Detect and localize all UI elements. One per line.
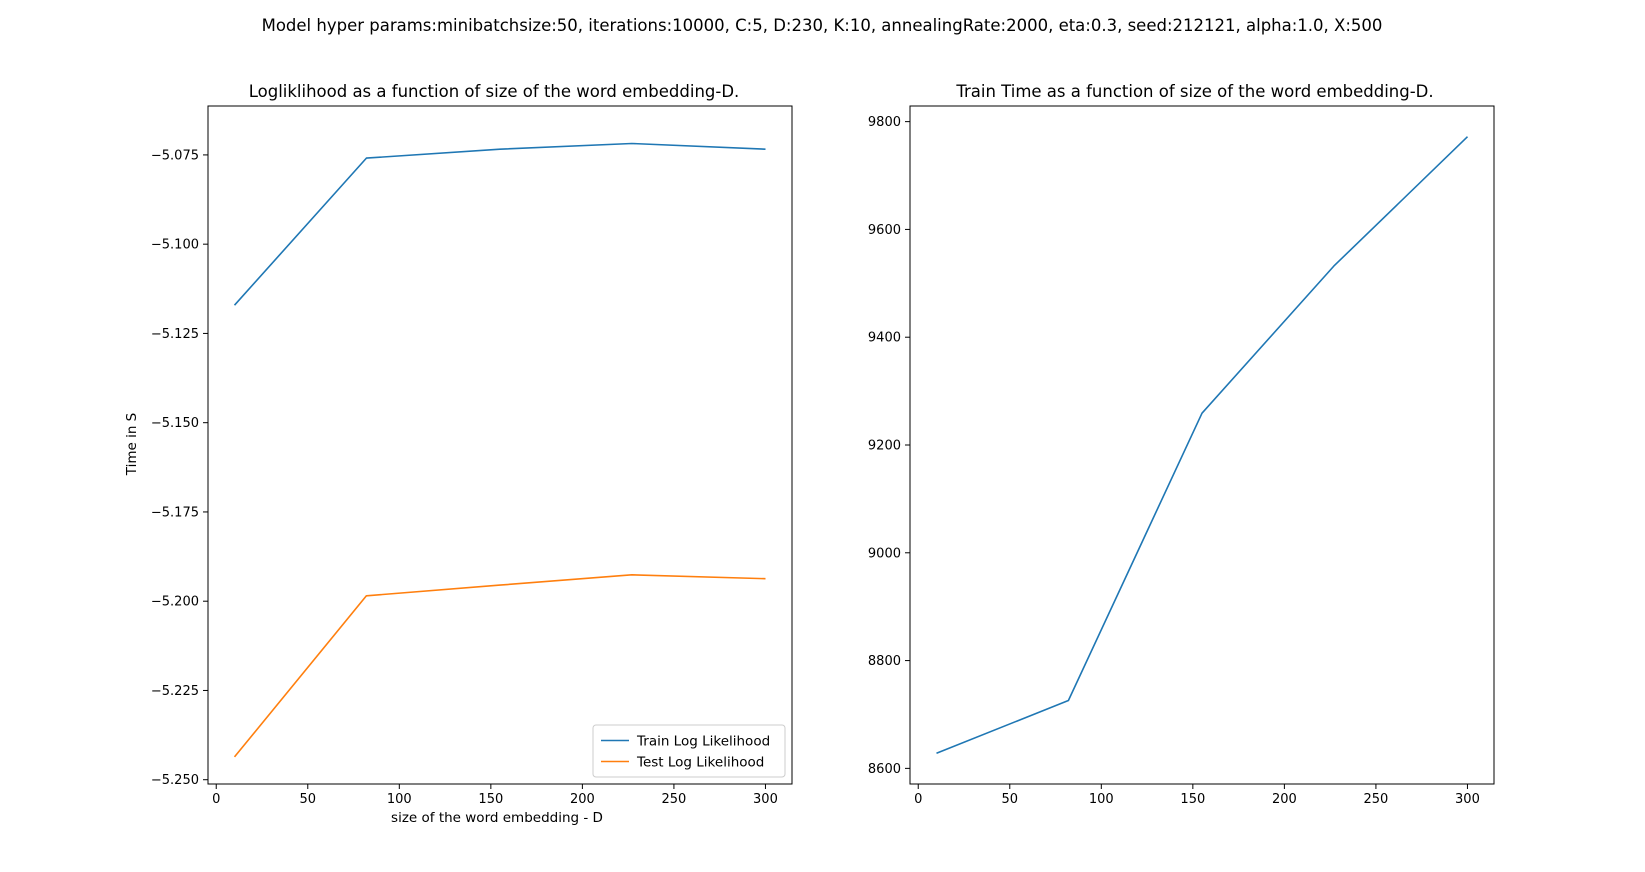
y-tick-label: −5.175 <box>151 505 199 520</box>
x-tick-label: 250 <box>1364 792 1389 807</box>
right-axes-title: Train Time as a function of size of the … <box>955 82 1433 101</box>
legend-label-2: Test Log Likelihood <box>636 755 764 771</box>
y-tick-label: 9000 <box>868 546 901 561</box>
x-tick-label: 300 <box>1455 792 1480 807</box>
x-tick-label: 100 <box>387 792 412 807</box>
legend-label-1: Train Log Likelihood <box>636 734 770 750</box>
series-line-2 <box>233 573 766 758</box>
y-tick-label: 9400 <box>868 331 901 346</box>
x-tick-label: 300 <box>753 792 778 807</box>
left-axes-title: Logliklihood as a function of size of th… <box>249 82 740 101</box>
x-tick-label: 150 <box>478 792 503 807</box>
left-axes-xlabel: size of the word embedding - D <box>391 810 603 826</box>
x-tick-label: 250 <box>662 792 687 807</box>
y-tick-label: 9200 <box>868 439 901 454</box>
x-tick-label: 100 <box>1089 792 1114 807</box>
left-axes-loglikelihood: Logliklihood as a function of size of th… <box>124 82 793 826</box>
right-axes-train-time: Train Time as a function of size of the … <box>868 82 1495 807</box>
axes-frame <box>207 105 793 785</box>
y-tick-label: −5.100 <box>151 238 199 253</box>
legend-box <box>592 724 786 778</box>
x-tick-label: 200 <box>1272 792 1297 807</box>
x-tick-label: 200 <box>570 792 595 807</box>
y-tick-label: −5.075 <box>151 148 199 163</box>
y-tick-label: 9800 <box>868 115 901 130</box>
y-tick-label: 9600 <box>868 223 901 238</box>
x-tick-label: 50 <box>1002 792 1019 807</box>
y-tick-label: 8800 <box>868 654 901 669</box>
y-tick-label: −5.150 <box>151 416 199 431</box>
series-line-1 <box>233 142 766 306</box>
y-tick-label: −5.225 <box>151 684 199 699</box>
axes-frame <box>909 105 1495 785</box>
y-tick-label: −5.125 <box>151 327 199 342</box>
y-tick-label: −5.200 <box>151 595 199 610</box>
x-tick-label: 0 <box>212 792 220 807</box>
y-tick-label: 8600 <box>868 762 901 777</box>
series-line-1 <box>936 136 1469 755</box>
figure-suptitle: Model hyper params:minibatchsize:50, ite… <box>262 16 1383 35</box>
x-tick-label: 50 <box>300 792 317 807</box>
x-tick-label: 150 <box>1180 792 1205 807</box>
y-tick-label: −5.250 <box>151 773 199 788</box>
left-axes-ylabel: Time in S <box>124 413 140 477</box>
x-tick-label: 0 <box>914 792 922 807</box>
